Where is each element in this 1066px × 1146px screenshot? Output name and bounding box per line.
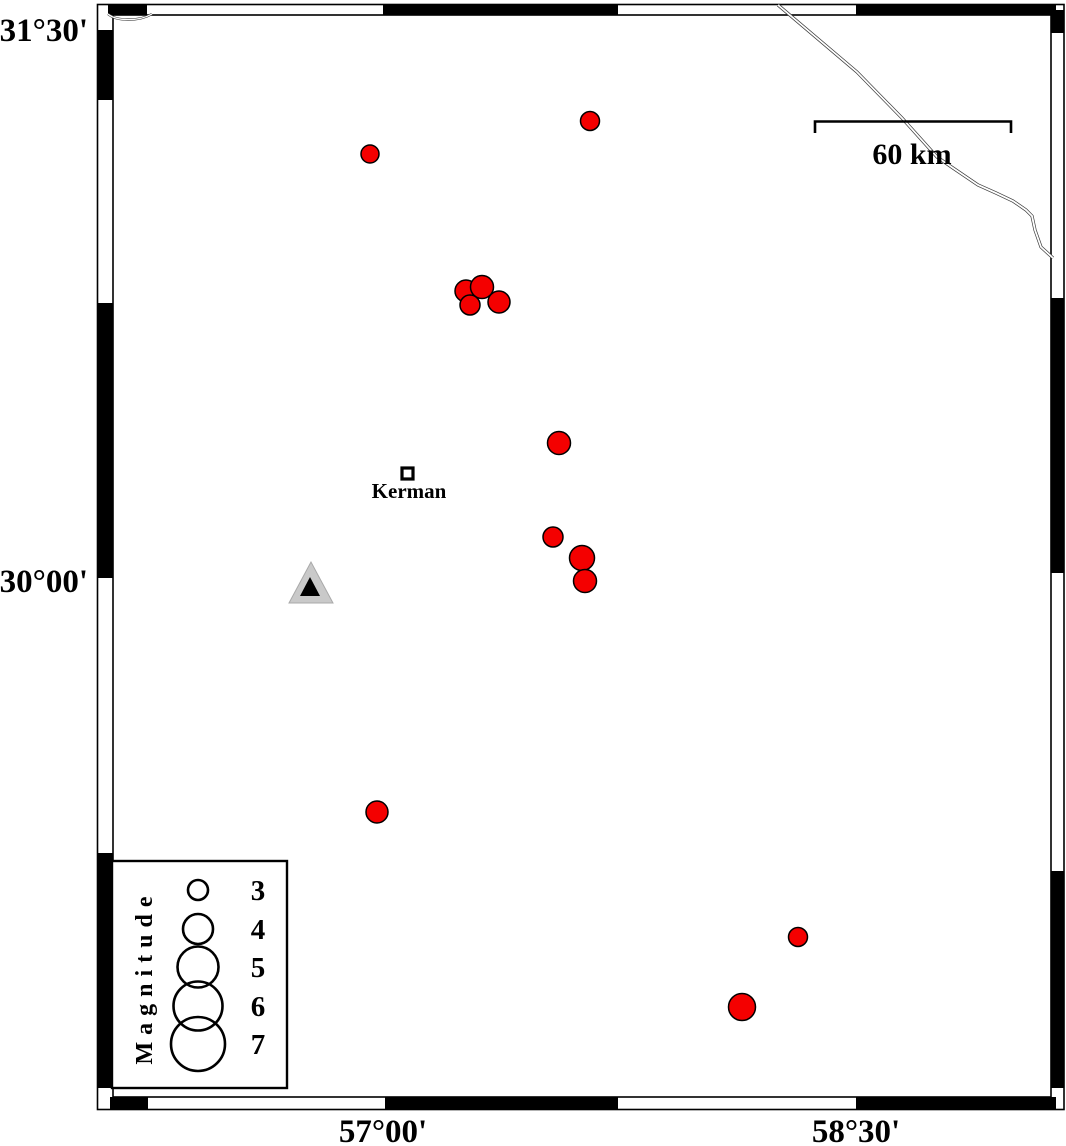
city-square-icon bbox=[400, 466, 415, 481]
earthquake-marker bbox=[727, 992, 757, 1022]
legend-title: Magnitude bbox=[132, 889, 158, 1064]
frame-tick-segment bbox=[108, 4, 147, 15]
road-lines bbox=[107, 3, 1055, 260]
legend-label-mag-7: 7 bbox=[251, 1029, 266, 1061]
earthquake-marker bbox=[546, 430, 572, 456]
road-line-center bbox=[777, 4, 1054, 259]
frame-tick-segment bbox=[856, 4, 1056, 15]
scale-bar-label: 60 km bbox=[872, 138, 951, 171]
earthquake-marker bbox=[487, 290, 511, 314]
station-triangle-marker bbox=[288, 560, 334, 604]
earthquake-marker bbox=[365, 800, 389, 824]
earthquake-marker bbox=[542, 526, 564, 548]
frame-tick-segment bbox=[1051, 298, 1065, 573]
station-triangle-core-icon bbox=[300, 577, 320, 596]
frame-tick-segment bbox=[1051, 10, 1065, 33]
map-frame-ticks bbox=[97, 4, 1065, 1110]
city-label: Kerman bbox=[372, 479, 447, 503]
frame-tick-segment bbox=[97, 30, 113, 100]
earthquake-marker bbox=[568, 544, 596, 572]
legend-label-mag-6: 6 bbox=[251, 991, 266, 1023]
earthquake-marker bbox=[579, 110, 601, 132]
earthquake-marker bbox=[787, 926, 809, 948]
frame-tick-segment bbox=[110, 1097, 148, 1110]
frame-tick-segment bbox=[856, 1097, 1056, 1110]
map-frame bbox=[96, 3, 1065, 1111]
earthquake-marker bbox=[469, 274, 495, 300]
legend-circle-mag-5 bbox=[176, 945, 220, 989]
lon-label-57-00: 57°00' bbox=[339, 1114, 427, 1146]
scale-bar: 60 km bbox=[813, 120, 1013, 171]
scale-bar-bracket bbox=[813, 120, 1013, 133]
legend-circle-mag-6 bbox=[172, 980, 224, 1032]
frame-tick-segment bbox=[97, 853, 113, 1088]
legend-circle-mag-7 bbox=[169, 1015, 227, 1073]
earthquake-markers bbox=[360, 110, 809, 1022]
earthquake-marker bbox=[572, 568, 598, 594]
frame-tick-segment bbox=[385, 1097, 618, 1110]
earthquake-marker bbox=[360, 144, 380, 164]
legend-label-mag-3: 3 bbox=[251, 875, 266, 907]
legend-label-mag-5: 5 bbox=[251, 952, 266, 984]
frame-tick-segment bbox=[1051, 871, 1065, 1088]
axis-annotations: 31°30' 30°00' 57°00' 58°30' bbox=[0, 13, 900, 1146]
magnitude-legend: Magnitude 3 4 5 6 7 bbox=[110, 859, 289, 1090]
legend-size-labels: 3 4 5 6 7 bbox=[251, 875, 266, 1061]
legend-label-mag-4: 4 bbox=[251, 914, 266, 946]
city-marker-kerman: Kerman bbox=[372, 466, 447, 503]
map-frame-inner bbox=[112, 14, 1052, 1098]
earthquake-marker bbox=[459, 294, 481, 316]
legend-size-circles bbox=[169, 878, 227, 1073]
legend-circle-mag-4 bbox=[181, 912, 215, 946]
frame-tick-segment bbox=[97, 303, 113, 578]
frame-tick-segment bbox=[383, 4, 618, 15]
lat-label-30-00: 30°00' bbox=[0, 564, 88, 600]
legend-circle-mag-3 bbox=[186, 878, 210, 902]
lat-label-31-30: 31°30' bbox=[0, 13, 88, 49]
road-line-corner-center bbox=[107, 13, 153, 21]
lon-label-58-30: 58°30' bbox=[812, 1114, 900, 1146]
map-frame-outer bbox=[96, 3, 1065, 1111]
